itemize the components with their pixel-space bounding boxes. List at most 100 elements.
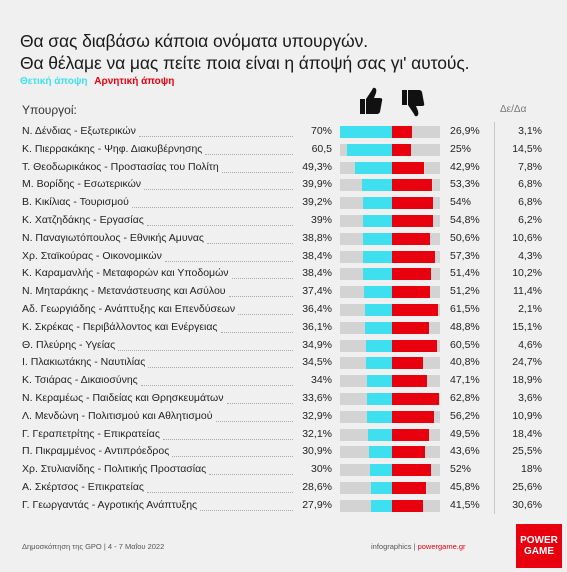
chart-title: Θα σας διαβάσω κάποια ονόματα υπουργών. … (20, 30, 470, 74)
delta-value-label: 18,9% (512, 374, 542, 387)
dotted-leader (238, 314, 293, 315)
dotted-leader (118, 349, 293, 351)
negative-value-label: 41,5% (450, 498, 480, 511)
negative-bar (392, 499, 424, 512)
table-row: Τ. Θεοδωρικάκος - Προστασίας του Πολίτη 4… (0, 159, 567, 176)
positive-bar (366, 393, 392, 405)
minister-name: Μ. Βορίδης - Εσωτερικών (22, 178, 142, 191)
bar-track (340, 446, 440, 459)
delta-value-label: 15,1% (512, 320, 542, 333)
positive-bar (371, 499, 392, 512)
table-row: Κ. Τσιάρας - Δικαιοσύνης 34% 47,1% 18,9% (0, 372, 567, 389)
table-row: Π. Πικραμμένος - Αντιπρόεδρος 30,9% 43,6% 2… (0, 443, 567, 460)
negative-value-label: 48,8% (450, 320, 480, 333)
table-row: Ν. Δένδιας - Εξωτερικών 70% 26,9% 3,1% (0, 123, 567, 140)
negative-bar (392, 321, 429, 334)
delta-value-label: 2,1% (518, 303, 542, 315)
positive-value-label: 39,9% (302, 178, 332, 191)
dotted-leader (222, 171, 293, 173)
positive-bar (364, 321, 392, 334)
minister-name: Ν. Δένδιας - Εξωτερικών (22, 125, 136, 137)
dotted-leader (216, 420, 293, 422)
positive-bar (355, 161, 392, 174)
bar-track (340, 410, 440, 423)
table-row: Ν. Παναγιωτόπουλος - Εθνικής Αμυνας 38,8%… (0, 230, 567, 247)
positive-value-label: 32,9% (302, 409, 332, 422)
legend-negative: Αρνητική άποψη (94, 76, 175, 87)
bar-track (340, 197, 440, 210)
minister-name: Α. Σκέρτσος - Επικρατείας (22, 481, 144, 493)
credit-note: infographics | powergame.gr (371, 542, 466, 551)
negative-bar (392, 286, 431, 299)
minister-name: Γ. Γεωργαντάς - Αγροτικής Ανάπτυξης (22, 498, 198, 511)
positive-value-label: 30,9% (302, 445, 332, 458)
delta-value-label: 24,7% (512, 356, 542, 369)
bar-track (340, 250, 440, 263)
delta-value-label: 11,4% (513, 285, 542, 298)
bar-track (340, 268, 440, 281)
positive-bar (367, 428, 392, 441)
positive-bar (339, 126, 392, 138)
positive-bar (362, 232, 392, 245)
negative-value-label: 54,8% (450, 214, 480, 226)
table-row: Ι. Πλακιωτάκης - Ναυτιλίας 34,5% 40,8% 24,7… (0, 354, 567, 371)
negative-bar (392, 232, 430, 245)
bar-track (339, 126, 440, 138)
dotted-leader (147, 492, 293, 493)
minister-name: Τ. Θεοδωρικάκος - Προστασίας του Πολίτη (22, 160, 219, 173)
table-row: Κ. Καραμανλής - Μεταφορών και Υποδομών 38… (0, 265, 567, 282)
delta-value-label: 30,6% (512, 498, 542, 511)
positive-value-label: 34% (310, 374, 332, 387)
negative-bar (392, 215, 434, 227)
negative-bar (392, 250, 435, 263)
positive-value-label: 28,6% (302, 481, 332, 493)
source-note: Δημοσκόπηση της GPO | 4 - 7 Μαΐου 2022 (22, 542, 165, 551)
delta-divider (494, 122, 495, 514)
positive-bar (362, 179, 392, 192)
table-row: Κ. Χατζηδάκης - Εργασίας 39% 54,8% 6,2% (0, 212, 567, 229)
bar-track (340, 428, 440, 441)
bar-track (340, 321, 440, 334)
negative-bar (392, 428, 430, 441)
bar-track (340, 215, 440, 227)
minister-name: Λ. Μενδώνη - Πολιτισμού και Αθλητισμού (22, 409, 213, 422)
dotted-leader (144, 189, 293, 191)
positive-bar (369, 464, 392, 477)
minister-name: Ν. Κεραμέως - Παιδείας και Θρησκευμάτων (22, 392, 224, 404)
minister-name: Θ. Πλεύρης - Υγείας (22, 338, 116, 351)
dotted-leader (205, 153, 293, 155)
negative-value-label: 42,9% (450, 160, 480, 173)
bar-track (340, 304, 440, 316)
table-row: Ν. Μηταράκης - Μετανάστευσης και Ασύλου 3… (0, 283, 567, 300)
minister-name: Αδ. Γεωργιάδης - Ανάπτυξης και Επενδύσεω… (22, 303, 236, 315)
delta-value-label: 10,6% (512, 231, 542, 244)
positive-value-label: 39,2% (302, 196, 332, 209)
dotted-leader (172, 456, 293, 458)
table-row: Χρ. Σταϊκούρας - Οικονομικών 38,4% 57,3% 4,… (0, 248, 567, 265)
positive-bar (363, 250, 392, 263)
negative-bar (392, 268, 431, 281)
bar-track (340, 286, 440, 299)
positive-value-label: 38,8% (302, 231, 332, 244)
positive-bar (363, 268, 392, 281)
negative-value-label: 51,4% (450, 267, 480, 280)
negative-bar (392, 126, 413, 138)
bar-track (340, 161, 440, 174)
minister-name: Χρ. Σταϊκούρας - Οικονομικών (22, 249, 162, 262)
positive-value-label: 37,4% (302, 285, 332, 298)
negative-bar (392, 393, 440, 405)
minister-name: Π. Πικραμμένος - Αντιπρόεδρος (22, 445, 170, 458)
negative-bar (392, 446, 425, 459)
dotted-leader (148, 367, 293, 369)
dotted-leader (139, 136, 293, 137)
minister-name: Κ. Χατζηδάκης - Εργασίας (22, 214, 144, 226)
delta-value-label: 25,5% (512, 445, 542, 458)
positive-value-label: 34,9% (302, 338, 332, 351)
positive-bar (363, 286, 392, 299)
delta-value-label: 3,1% (518, 125, 542, 137)
negative-bar (392, 161, 425, 174)
dotted-leader (232, 278, 293, 280)
positive-value-label: 38,4% (302, 249, 332, 262)
bar-track (340, 232, 440, 245)
